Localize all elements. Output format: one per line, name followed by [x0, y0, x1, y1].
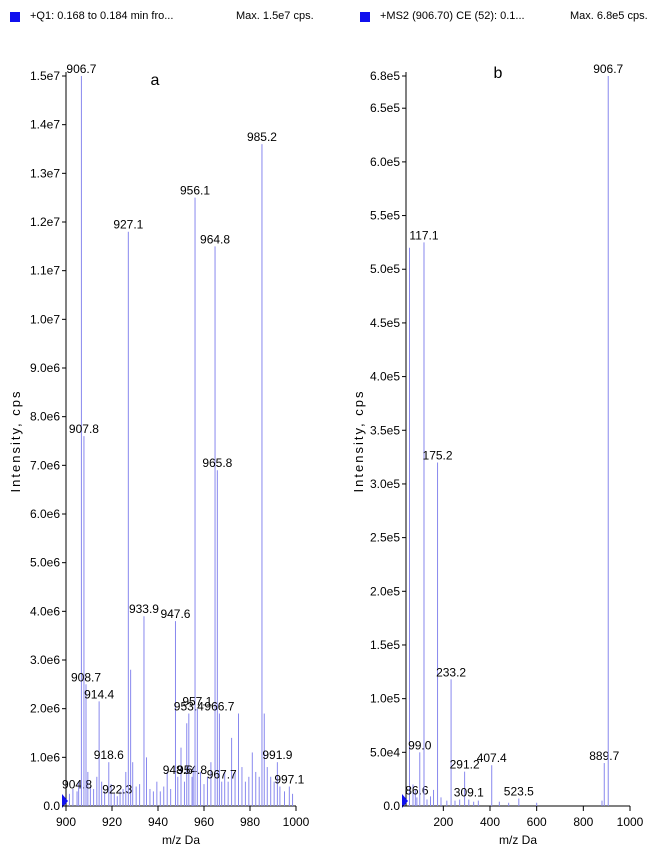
- panel-b-x-tick-label-4: 1000: [617, 815, 644, 829]
- panel-a-peak-label-20: 991.9: [262, 748, 292, 762]
- panel-b-peak-label-6: 309.1: [454, 786, 484, 800]
- panel-a-y-tick-label-1: 1.0e6: [30, 750, 60, 764]
- panel-a-y-tick-label-10: 1.0e7: [30, 312, 60, 326]
- panel-a-y-tick-label-6: 6.0e6: [30, 507, 60, 521]
- panel-a-peak-label-4: 914.4: [84, 687, 114, 701]
- panel-a-peak-label-17: 966.7: [204, 700, 234, 714]
- panel-a-x-tick-label-0: 900: [56, 815, 76, 829]
- panel-a-y-tick-label-4: 4.0e6: [30, 604, 60, 618]
- panel-b-baseline-marker-icon: [402, 794, 408, 808]
- panel-a-y-tick-label-11: 1.1e7: [30, 264, 60, 278]
- panel-a-peak-label-3: 908.7: [71, 670, 101, 684]
- panel-b-peak-label-7: 407.4: [477, 751, 507, 765]
- panel-b-panel-label: b: [494, 65, 503, 82]
- panel-b-y-tick-label-3: 1.5e5: [370, 638, 400, 652]
- panel-b-y-axis-title: Intensity, cps: [351, 390, 366, 493]
- panel-a-peak-label-12: 954.8: [177, 763, 207, 777]
- panel-b-x-axis-title: m/z Da: [499, 833, 537, 847]
- panel-a-y-tick-label-13: 1.3e7: [30, 166, 60, 180]
- panel-a-baseline-marker-icon: [62, 794, 68, 808]
- panel-b-x-tick-label-1: 400: [480, 815, 500, 829]
- panel-b-y-tick-label-12: 6.0e5: [370, 155, 400, 169]
- panel-a-peak-label-9: 947.6: [160, 607, 190, 621]
- panel-a-peak-label-6: 922.3: [102, 782, 132, 796]
- panel-b-peak-label-2: 117.1: [409, 228, 438, 242]
- panel-a-peak-label-1: 906.7: [66, 62, 96, 76]
- panel-b-y-tick-label-6: 3.0e5: [370, 477, 400, 491]
- panel-a-x-tick-label-1: 920: [102, 815, 122, 829]
- panel-b-x-tick-label-3: 800: [573, 815, 593, 829]
- series-marker-icon-left: [10, 12, 20, 22]
- panel-b-peak-label-0: 86.6: [405, 783, 429, 797]
- panel-b-peak-label-8: 523.5: [504, 784, 534, 798]
- panel-b-y-tick-label-5: 2.5e5: [370, 531, 400, 545]
- panel-a-x-axis-title: m/z Da: [162, 833, 200, 847]
- panel-b-y-tick-label-2: 1.0e5: [370, 692, 400, 706]
- panel-b-peak-label-3: 175.2: [423, 448, 453, 462]
- panel-b-x-tick-label-0: 200: [433, 815, 453, 829]
- panel-a-peak-label-7: 927.1: [113, 218, 143, 232]
- panel-b-peak-label-1: 99.0: [408, 738, 432, 752]
- panel-a-x-tick-label-5: 1000: [283, 815, 310, 829]
- panel-a-x-tick-label-3: 960: [194, 815, 214, 829]
- panel-a-y-tick-label-3: 3.0e6: [30, 653, 60, 667]
- panel-a-x-tick-label-2: 940: [148, 815, 168, 829]
- panel-a-y-tick-label-8: 8.0e6: [30, 410, 60, 424]
- panel-a-y-tick-label-15: 1.5e7: [30, 69, 60, 83]
- panel-a-peak-label-0: 904.8: [62, 777, 92, 791]
- panel-a-peak-label-19: 985.2: [247, 130, 277, 144]
- panel-b-y-tick-label-14: 6.8e5: [370, 69, 400, 83]
- max-intensity-right: Max. 6.8e5 cps.: [570, 10, 648, 22]
- panel-b-peak-label-10: 906.7: [593, 62, 623, 76]
- panel-b-y-tick-label-10: 5.0e5: [370, 262, 400, 276]
- panel-a-y-tick-label-9: 9.0e6: [30, 361, 60, 375]
- panel-b-y-tick-label-4: 2.0e5: [370, 584, 400, 598]
- panel-a-y-tick-label-12: 1.2e7: [30, 215, 60, 229]
- panel-a-peak-label-16: 965.8: [202, 456, 232, 470]
- panel-b-y-tick-label-9: 4.5e5: [370, 316, 400, 330]
- panel-a-y-tick-label-0: 0.0: [43, 799, 60, 813]
- panel-b-y-tick-label-11: 5.5e5: [370, 209, 400, 223]
- panel-b-peak-label-5: 291.2: [450, 758, 480, 772]
- panel-a-peak-label-21: 997.1: [274, 773, 304, 787]
- panel-a-peak-label-14: 957.1: [182, 695, 212, 709]
- max-intensity-left: Max. 1.5e7 cps.: [236, 10, 314, 22]
- panel-a-peak-label-8: 933.9: [129, 602, 159, 616]
- panel-a-y-tick-label-7: 7.0e6: [30, 458, 60, 472]
- panel-b-y-tick-label-8: 4.0e5: [370, 370, 400, 384]
- panel-b-peak-label-9: 889.7: [589, 749, 619, 763]
- panel-a-peak-label-11: 953.4: [174, 700, 204, 714]
- scan-header-left: +Q1: 0.168 to 0.184 min fro...: [30, 10, 174, 22]
- panel-a-y-tick-label-2: 2.0e6: [30, 702, 60, 716]
- panel-a-x-tick-label-4: 980: [240, 815, 260, 829]
- panel-a-peak-label-2: 907.8: [69, 422, 99, 436]
- panel-a-y-tick-label-14: 1.4e7: [30, 118, 60, 132]
- panel-b-y-tick-label-0: 0.0: [383, 799, 400, 813]
- panel-a-y-axis-title: Intensity, cps: [8, 390, 23, 493]
- panel-b-peak-label-4: 233.2: [436, 665, 466, 679]
- panel-a-peak-label-13: 956.1: [180, 184, 210, 198]
- panel-b-x-tick-label-2: 600: [527, 815, 547, 829]
- panel-b-y-tick-label-7: 3.5e5: [370, 423, 400, 437]
- panel-a-peak-label-15: 964.8: [200, 232, 230, 246]
- panel-a-peak-label-18: 967.7: [207, 768, 237, 782]
- panel-b-y-tick-label-13: 6.5e5: [370, 101, 400, 115]
- panel-a-peak-label-10: 948.6: [163, 763, 193, 777]
- series-marker-icon-right: [360, 12, 370, 22]
- panel-a-panel-label: a: [151, 72, 160, 89]
- panel-a-peak-label-5: 918.6: [94, 748, 124, 762]
- panel-b-y-tick-label-1: 5.0e4: [370, 745, 400, 759]
- panel-a-y-tick-label-5: 5.0e6: [30, 556, 60, 570]
- scan-header-right: +MS2 (906.70) CE (52): 0.1...: [380, 10, 525, 22]
